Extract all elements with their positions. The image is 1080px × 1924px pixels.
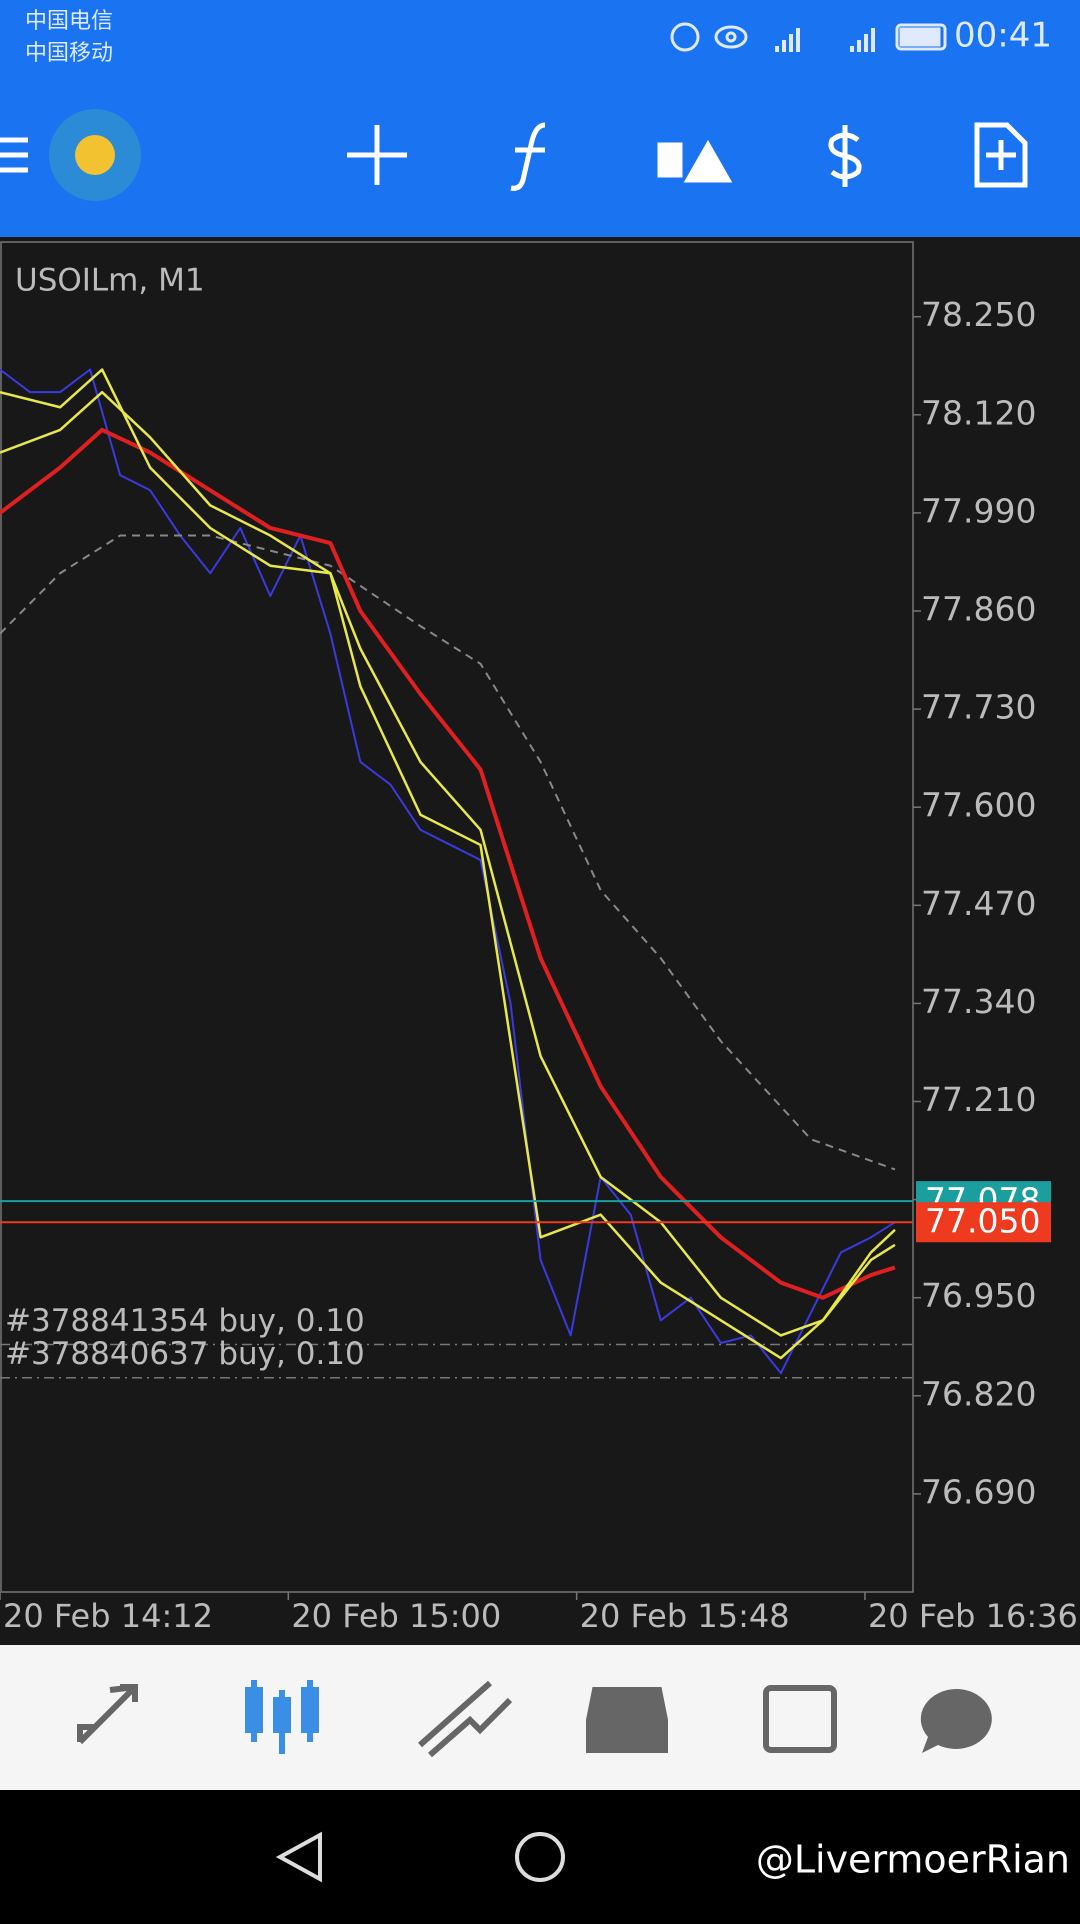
y-tick-label: 77.210	[921, 1080, 1036, 1119]
x-tick-label: 20 Feb 15:48	[580, 1597, 790, 1635]
y-tick-label: 77.600	[921, 786, 1036, 825]
chart-title: USOILm, M1	[15, 263, 205, 299]
x-tick-label: 20 Feb 15:00	[291, 1597, 501, 1635]
y-tick-label: 77.470	[921, 884, 1036, 923]
series-line	[0, 390, 896, 1337]
objects-button[interactable]	[657, 139, 733, 183]
price-box	[916, 1202, 1051, 1243]
y-tick-label: 77.730	[921, 688, 1036, 727]
carrier: 中国电信	[25, 9, 113, 34]
trade-tab[interactable]	[418, 1680, 513, 1758]
series-line	[0, 368, 896, 1375]
y-tick-label: 77.990	[921, 491, 1036, 530]
order-label: #378840637 buy, 0.10	[5, 1336, 365, 1372]
carrier: 中国移动	[25, 41, 113, 66]
toolbar	[0, 109, 1028, 201]
x-tick-label: 20 Feb 14:12	[3, 1597, 213, 1635]
y-tick-label: 77.340	[921, 982, 1036, 1021]
clock: 00:41	[954, 16, 1052, 56]
crosshair-button[interactable]	[347, 125, 407, 185]
plot	[0, 368, 913, 1379]
menu-button[interactable]	[0, 137, 28, 173]
new-order-button[interactable]	[974, 122, 1028, 188]
system-nav	[275, 1831, 565, 1883]
trade-button[interactable]	[828, 125, 862, 187]
y-tick-label: 76.820	[921, 1374, 1036, 1413]
quotes-tab[interactable]	[77, 1684, 138, 1745]
news-tab[interactable]	[763, 1685, 837, 1753]
y-tick-label: 78.250	[921, 295, 1036, 334]
back-button[interactable]	[275, 1831, 322, 1883]
watermark: @LivermoerRian	[756, 1838, 1070, 1882]
y-tick-label: 77.860	[921, 590, 1036, 629]
series-line	[0, 368, 896, 1360]
bottom-nav	[0, 1645, 1080, 1790]
bottom-nav-icons	[77, 1680, 992, 1758]
history-tab[interactable]	[586, 1687, 668, 1753]
price-label: 77.050	[925, 1202, 1040, 1241]
chart-area	[0, 237, 1080, 1645]
indicators-button[interactable]	[510, 122, 546, 191]
home-button[interactable]	[515, 1832, 565, 1882]
series-line	[0, 534, 896, 1171]
status-icons	[670, 22, 947, 52]
chart-tab[interactable]	[245, 1680, 319, 1754]
y-tick-label: 76.690	[921, 1472, 1036, 1511]
y-tick-label: 76.950	[921, 1276, 1036, 1315]
order-label: #378841354 buy, 0.10	[5, 1303, 365, 1339]
y-tick-label: 78.120	[921, 393, 1036, 432]
chat-tab[interactable]	[920, 1688, 992, 1753]
plot-frame	[0, 241, 914, 1593]
x-tick-label: 20 Feb 16:36	[868, 1597, 1078, 1635]
